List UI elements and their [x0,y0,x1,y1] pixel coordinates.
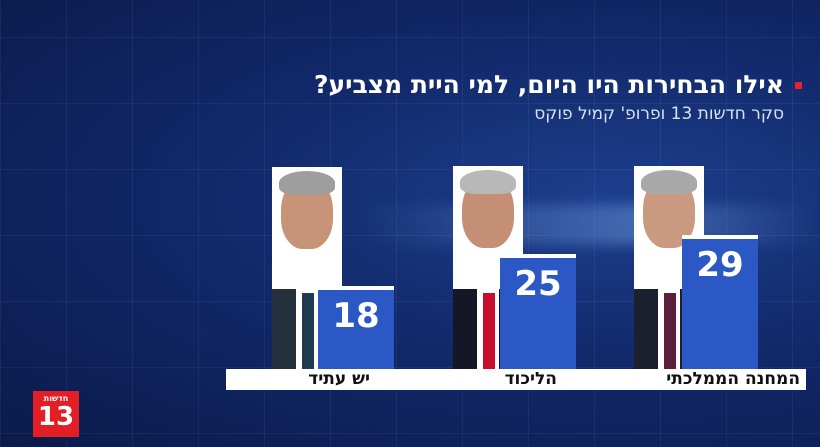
category-label-strip [226,369,806,390]
tie-shape [483,293,495,369]
tie-shape [664,293,676,369]
bar [682,235,758,369]
title-marker [795,82,802,89]
hair-shape [641,170,697,194]
category-label: המחנה הממלכתי [666,369,800,389]
hair-shape [460,170,516,194]
jacket-shape [453,289,477,369]
channel-13-logo: חדשות 13 [33,391,79,437]
bar-value-label: 25 [514,263,562,304]
bar-value-label: 29 [696,245,744,286]
jacket-shape [634,289,658,369]
bar [318,285,394,369]
jacket-shape [272,289,296,369]
logo-text: חדשות [43,394,69,403]
bar-value-label: 18 [332,295,380,336]
bar [500,253,576,369]
tie-shape [302,293,314,369]
category-label: יש עתיד [308,369,370,389]
category-label: הליכוד [504,369,557,389]
hair-shape [279,171,335,195]
logo-number: 13 [37,402,75,432]
chart-subtitle: סקר חדשות 13 ופרופ' קמיל פוקס [534,104,784,124]
chart-title: אילו הבחירות היו היום, למי היית מצביע? [313,70,784,99]
